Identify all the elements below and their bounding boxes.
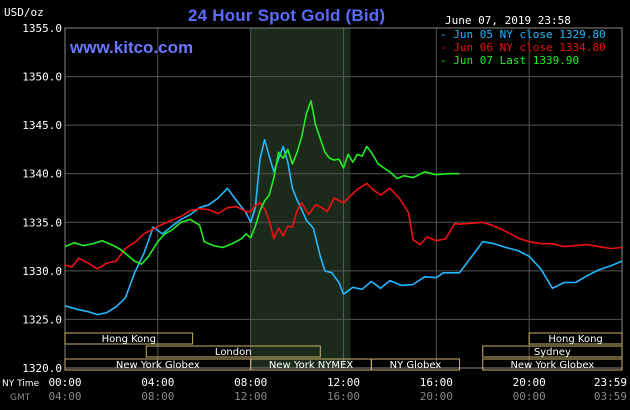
legend-item-jun05: - Jun 05 NY close 1329.80 bbox=[440, 28, 606, 41]
x-tick-label-gmt: 00:00 bbox=[513, 390, 546, 403]
x-tick-label-ny: 23:59 bbox=[594, 376, 627, 389]
session-label: NY Globex bbox=[390, 360, 442, 371]
legend-label-jun06: Jun 06 NY close 1334.80 bbox=[453, 41, 606, 54]
site-link[interactable]: www.kitco.com bbox=[70, 38, 194, 57]
session-label: New York Globex bbox=[510, 360, 594, 371]
session-box bbox=[145, 345, 321, 358]
session-box bbox=[64, 332, 194, 345]
x-tick-label-ny: 20:00 bbox=[513, 376, 546, 389]
y-tick-label: 1320.0 bbox=[22, 362, 62, 375]
x-row-label-gmt: GMT bbox=[10, 393, 31, 403]
series-line-jun07 bbox=[64, 100, 460, 265]
x-tick-label-ny: 12:00 bbox=[327, 376, 360, 389]
x-tick-label-ny: 16:00 bbox=[420, 376, 453, 389]
timestamp: June 07, 2019 23:58 bbox=[445, 14, 571, 27]
legend-item-jun07: - Jun 07 Last 1339.90 bbox=[440, 54, 580, 67]
x-tick-label-ny: 00:00 bbox=[48, 376, 81, 389]
series-lines bbox=[64, 100, 623, 316]
y-tick-label: 1355.0 bbox=[22, 22, 62, 35]
x-tick-label-ny: 08:00 bbox=[234, 376, 267, 389]
session-label: London bbox=[215, 347, 252, 358]
y-tick-label: 1350.0 bbox=[22, 71, 62, 84]
legend-label-jun07: Jun 07 Last 1339.90 bbox=[453, 54, 580, 67]
axis-labels: 1320.0 1325.0 1330.0 1335.0 1340.0 1345.0 1350… bbox=[2, 22, 627, 403]
y-tick-label: 1345.0 bbox=[22, 119, 62, 132]
session-box bbox=[482, 345, 623, 358]
session-label: Hong Kong bbox=[548, 334, 602, 345]
y-tick-label: 1335.0 bbox=[22, 216, 62, 229]
y-tick-label: 1340.0 bbox=[22, 168, 62, 181]
x-tick-label-gmt: 04:00 bbox=[48, 390, 81, 403]
session-label: New York Globex bbox=[116, 360, 200, 371]
x-tick-label-gmt: 03:59 bbox=[594, 390, 627, 403]
plot-border bbox=[64, 27, 623, 369]
series-line-jun06 bbox=[64, 182, 623, 270]
y-tick-label: 1325.0 bbox=[22, 313, 62, 326]
session-box bbox=[370, 358, 461, 371]
x-tick-label-gmt: 08:00 bbox=[141, 390, 174, 403]
x-row-label-ny: NY Time bbox=[2, 379, 40, 389]
session-label: Hong Kong bbox=[102, 334, 156, 345]
y-tick-label: 1330.0 bbox=[22, 265, 62, 278]
chart-title: 24 Hour Spot Gold (Bid) bbox=[188, 6, 386, 25]
grid bbox=[64, 27, 623, 369]
x-tick-label-gmt: 16:00 bbox=[327, 390, 360, 403]
legend-item-jun06: - Jun 06 NY close 1334.80 bbox=[440, 41, 606, 54]
session-box bbox=[482, 358, 623, 371]
x-tick-label-ny: 04:00 bbox=[141, 376, 174, 389]
series-line-jun05 bbox=[64, 138, 623, 316]
market-sessions: Hong Kong London New York Globex New York N… bbox=[64, 332, 623, 371]
legend: - Jun 05 NY close 1329.80 - Jun 06 NY cl… bbox=[440, 28, 606, 67]
y-unit-label: USD/oz bbox=[4, 6, 44, 19]
session-box bbox=[528, 332, 623, 345]
session-label: New York NYMEX bbox=[269, 360, 354, 371]
x-tick-label-gmt: 12:00 bbox=[234, 390, 267, 403]
session-label: Sydney bbox=[534, 347, 571, 358]
legend-label-jun05: Jun 05 NY close 1329.80 bbox=[453, 28, 606, 41]
x-tick-label-gmt: 20:00 bbox=[420, 390, 453, 403]
